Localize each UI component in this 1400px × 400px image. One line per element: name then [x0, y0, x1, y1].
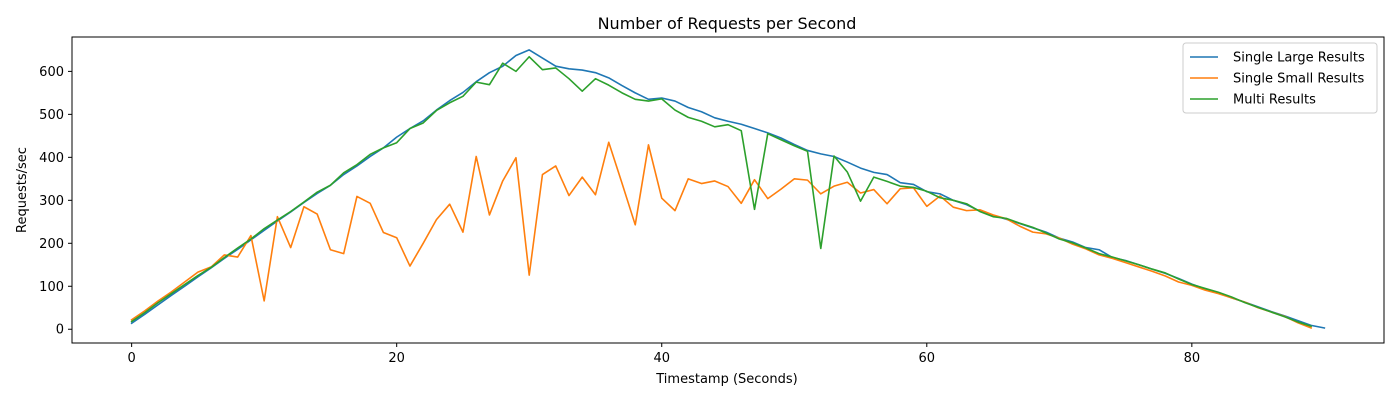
legend: Single Large Results Single Small Results…: [1182, 42, 1378, 114]
y-tick-label: 300: [39, 194, 64, 209]
axes: 0 20 40 60 80 0 100 200 300 400 500 600: [39, 65, 1200, 366]
y-tick-label: 200: [39, 237, 64, 252]
x-tick-label: 20: [388, 351, 405, 366]
legend-box: [1182, 42, 1378, 114]
series-lines: [130, 49, 1326, 329]
x-axis-label: Timestamp (Seconds): [655, 372, 797, 387]
plot-frame: [71, 36, 1385, 344]
y-tick-label: 400: [39, 151, 64, 166]
x-tick-label: 60: [919, 351, 936, 366]
y-tick-label: 600: [39, 65, 64, 80]
series-line-2: [130, 141, 1313, 329]
legend-label: Single Small Results: [1233, 72, 1365, 87]
y-axis-label: Requests/sec: [15, 147, 30, 233]
legend-label: Single Large Results: [1233, 51, 1365, 66]
x-tick-label: 80: [1184, 351, 1201, 366]
chart-title: Number of Requests per Second: [598, 14, 857, 33]
x-tick-label: 40: [653, 351, 670, 366]
legend-label: Multi Results: [1233, 93, 1316, 108]
series-line-3: [130, 55, 1313, 328]
y-tick-label: 0: [56, 323, 64, 338]
x-tick-label: 0: [127, 351, 135, 366]
y-tick-label: 500: [39, 108, 64, 123]
y-tick-label: 100: [39, 280, 64, 295]
